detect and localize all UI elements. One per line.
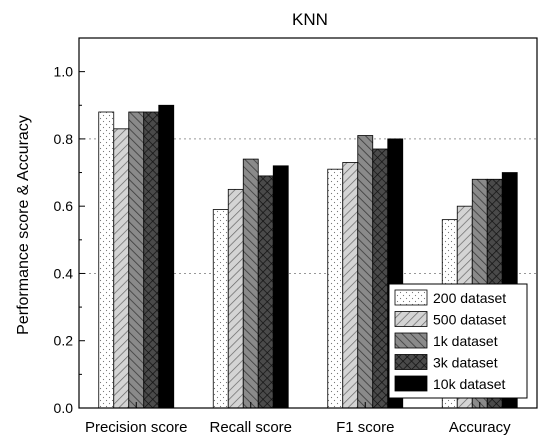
- bar: [128, 111, 145, 409]
- bar: [227, 188, 244, 409]
- legend-swatch: [394, 332, 428, 349]
- y-tick-label: 1.0: [54, 64, 74, 80]
- bar: [327, 168, 344, 409]
- bar: [372, 148, 389, 409]
- y-tick-label: 0.0: [54, 400, 74, 416]
- x-tick-label: F1 score: [336, 419, 394, 436]
- y-tick-label: 0.2: [54, 333, 74, 349]
- x-ticks: Precision score Recall score F1 score Accur…: [85, 402, 511, 436]
- y-tick-label: 0.8: [54, 131, 74, 147]
- bar: [212, 209, 229, 409]
- bar: [257, 175, 274, 409]
- bar: [158, 104, 175, 409]
- y-axis-label: Performance score & Accuracy: [15, 115, 32, 335]
- legend-swatch: [394, 289, 428, 306]
- x-tick-label: Recall score: [209, 419, 292, 436]
- x-tick-label: Precision score: [85, 419, 188, 436]
- bar: [113, 128, 130, 409]
- y-ticks: 0.0 0.2 0.4 0.6 0.8 1.0: [54, 64, 85, 416]
- y-tick-label: 0.6: [54, 198, 74, 214]
- bar: [98, 111, 115, 409]
- legend-label: 3k dataset: [433, 355, 498, 371]
- y-tick-label: 0.4: [54, 265, 74, 281]
- legend-swatch: [394, 375, 428, 392]
- legend: 200 dataset 500 dataset 1k dataset 3k datas…: [388, 283, 528, 399]
- bar: [272, 165, 289, 409]
- bar: [342, 162, 359, 409]
- bar: [143, 111, 160, 409]
- chart-title: KNN: [292, 10, 328, 29]
- legend-swatch: [394, 311, 428, 327]
- plot-frame: [78, 37, 538, 409]
- legend-swatch: [394, 354, 428, 370]
- legend-label: 500 dataset: [433, 312, 506, 328]
- bar: [357, 135, 374, 409]
- legend-label: 200 dataset: [433, 290, 506, 306]
- legend-label: 10k dataset: [433, 376, 505, 392]
- x-tick-label: Accuracy: [449, 419, 511, 436]
- bar: [242, 158, 259, 409]
- legend-label: 1k dataset: [433, 333, 498, 349]
